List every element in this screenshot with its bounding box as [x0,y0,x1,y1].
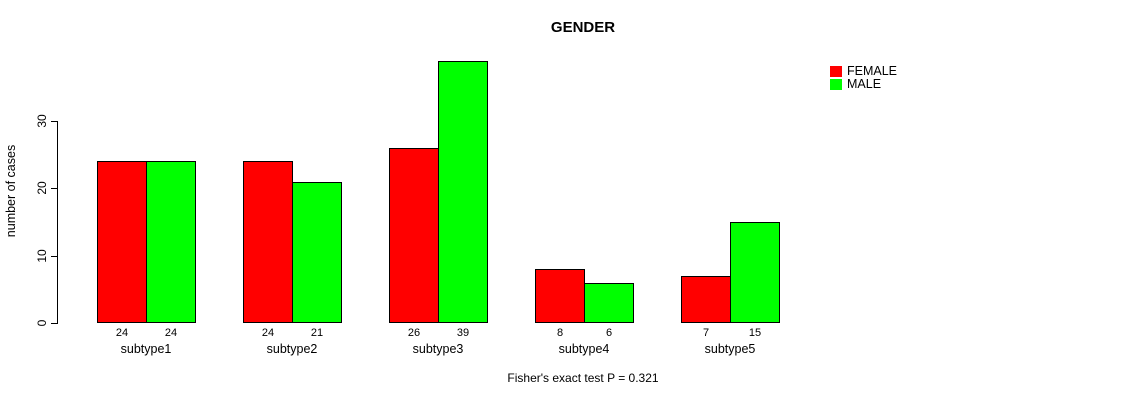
bar-value-label: 24 [261,327,275,339]
legend-swatch-female [830,66,842,77]
bar-female-subtype2 [243,161,293,323]
legend-item-male: MALE [830,78,897,91]
category-label-subtype4: subtype4 [558,342,610,356]
legend: FEMALE MALE [830,65,897,91]
bar-value-label: 6 [605,327,613,339]
y-tick-mark [51,121,58,122]
bar-value-label: 7 [702,327,710,339]
y-tick-label: 30 [35,114,49,128]
bar-female-subtype1 [97,161,147,323]
bar-value-label: 26 [407,327,421,339]
bar-female-subtype4 [535,269,585,323]
bar-male-subtype2 [292,182,342,323]
bar-value-label: 24 [115,327,129,339]
y-tick-mark [51,323,58,324]
bar-value-label: 24 [164,327,178,339]
bar-value-label: 8 [556,327,564,339]
y-tick-mark [51,256,58,257]
category-label-subtype3: subtype3 [412,342,464,356]
bar-male-subtype5 [730,222,780,323]
chart-title: GENDER [550,19,616,36]
y-tick-label: 20 [35,181,49,195]
legend-label: FEMALE [847,64,898,78]
bar-value-label: 21 [310,327,324,339]
y-tick-label: 0 [35,319,49,327]
bar-value-label: 15 [748,327,762,339]
bar-male-subtype4 [584,283,634,323]
y-axis-label: number of cases [4,144,18,238]
bar-value-label: 39 [456,327,470,339]
y-axis-line [57,121,58,324]
legend-item-female: FEMALE [830,65,897,78]
category-label-subtype2: subtype2 [266,342,318,356]
y-tick-mark [51,188,58,189]
legend-label: MALE [847,77,882,91]
bar-female-subtype3 [389,148,439,323]
bar-male-subtype1 [146,161,196,323]
bar-male-subtype3 [438,61,488,323]
legend-swatch-male [830,79,842,90]
y-tick-label: 10 [35,249,49,263]
category-label-subtype1: subtype1 [120,342,172,356]
category-label-subtype5: subtype5 [704,342,756,356]
bar-female-subtype5 [681,276,731,323]
fisher-test-annotation: Fisher's exact test P = 0.321 [507,371,659,385]
